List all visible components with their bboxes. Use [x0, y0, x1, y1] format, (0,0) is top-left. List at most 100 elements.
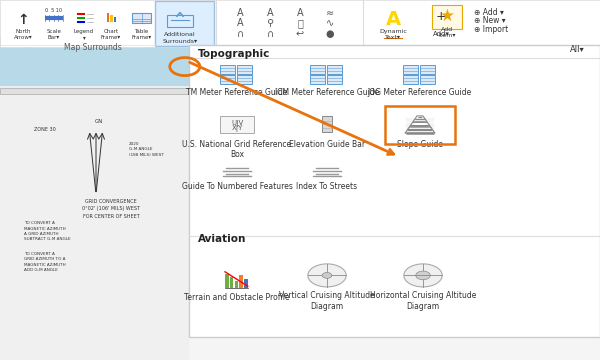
Text: ∿: ∿ [326, 18, 334, 28]
FancyBboxPatch shape [0, 94, 189, 360]
Text: Slope Guide: Slope Guide [397, 140, 443, 149]
Text: A GRID AZIMUTH: A GRID AZIMUTH [24, 232, 59, 236]
Text: ⚲: ⚲ [266, 18, 274, 28]
Text: (188 MILS) WEST: (188 MILS) WEST [129, 153, 164, 157]
Text: Terrain and Obstacle Profile: Terrain and Obstacle Profile [184, 293, 290, 302]
Text: Vertical Cruising Altitude
Diagram: Vertical Cruising Altitude Diagram [279, 291, 375, 311]
Bar [225, 274, 229, 288]
Text: A: A [296, 8, 304, 18]
Bar [114, 17, 116, 22]
Text: ↑: ↑ [17, 13, 29, 27]
Text: North
Arrow▾: North Arrow▾ [13, 29, 32, 40]
Text: Index To Streets: Index To Streets [296, 182, 358, 191]
Text: JOG Meter Reference Guide: JOG Meter Reference Guide [368, 88, 472, 97]
FancyBboxPatch shape [237, 75, 252, 84]
Text: GN: GN [95, 119, 103, 124]
FancyBboxPatch shape [403, 75, 418, 84]
Text: Guide To Numbered Features: Guide To Numbered Features [182, 182, 292, 191]
FancyBboxPatch shape [132, 13, 151, 23]
Text: GRID AZIMUTH TO A: GRID AZIMUTH TO A [24, 257, 65, 261]
Text: A: A [266, 8, 274, 18]
Bar [107, 13, 109, 22]
Text: ●: ● [326, 29, 334, 39]
Text: ∩: ∩ [236, 29, 244, 39]
FancyBboxPatch shape [327, 75, 342, 84]
Text: ⊕ Add ▾: ⊕ Add ▾ [474, 8, 504, 17]
FancyBboxPatch shape [403, 65, 418, 74]
Text: ⊕ New ▾: ⊕ New ▾ [474, 17, 506, 26]
Text: Additional
Surrounds▾: Additional Surrounds▾ [163, 32, 197, 44]
FancyBboxPatch shape [0, 36, 189, 47]
Circle shape [404, 264, 442, 287]
Bar [235, 281, 238, 288]
Text: GRID CONVERGENCE: GRID CONVERGENCE [85, 199, 137, 204]
FancyBboxPatch shape [0, 47, 189, 86]
Text: 6: 6 [148, 35, 152, 41]
FancyBboxPatch shape [220, 65, 235, 74]
Text: ≈: ≈ [326, 8, 334, 18]
Text: A: A [236, 18, 244, 28]
FancyBboxPatch shape [310, 65, 325, 74]
Text: FOR CENTER OF SHEET: FOR CENTER OF SHEET [83, 213, 139, 219]
Text: Horizontal Cruising Altitude
Diagram: Horizontal Cruising Altitude Diagram [370, 291, 476, 311]
FancyBboxPatch shape [220, 116, 254, 133]
Text: Table
Frame▾: Table Frame▾ [131, 29, 152, 40]
Text: A: A [236, 8, 244, 18]
FancyBboxPatch shape [189, 45, 600, 337]
Bar [230, 277, 233, 288]
FancyBboxPatch shape [327, 65, 342, 74]
Circle shape [322, 273, 332, 278]
Text: A: A [385, 10, 401, 29]
Text: TO CONVERT A: TO CONVERT A [24, 221, 55, 225]
Text: Add▾: Add▾ [433, 31, 449, 37]
Text: ICM Meter Reference Guide: ICM Meter Reference Guide [275, 88, 379, 97]
Text: Scale
Bar▾: Scale Bar▾ [47, 29, 61, 40]
Text: Legend
▾: Legend ▾ [74, 29, 94, 40]
Circle shape [416, 271, 430, 280]
Bar [110, 15, 113, 22]
FancyBboxPatch shape [155, 1, 214, 46]
Text: U|V: U|V [231, 120, 243, 127]
Text: MAGNETIC AZIMUTH: MAGNETIC AZIMUTH [24, 226, 65, 231]
Text: MAGNETIC AZIMUTH: MAGNETIC AZIMUTH [24, 262, 65, 267]
FancyBboxPatch shape [420, 65, 435, 74]
Text: Dynamic
Text▾: Dynamic Text▾ [379, 29, 407, 40]
FancyBboxPatch shape [432, 5, 462, 29]
Text: All▾: All▾ [570, 45, 585, 54]
Text: X|Y: X|Y [232, 125, 242, 132]
FancyBboxPatch shape [322, 116, 332, 132]
Text: +: + [436, 10, 446, 23]
Text: U.S. National Grid Reference
Box: U.S. National Grid Reference Box [182, 140, 292, 159]
Text: 0  5 10: 0 5 10 [45, 8, 62, 13]
FancyBboxPatch shape [220, 75, 235, 84]
Circle shape [308, 264, 346, 287]
Text: SUBTRACT G-M ANGLE: SUBTRACT G-M ANGLE [24, 237, 71, 242]
Bar [239, 275, 243, 288]
Text: Chart
Frame▾: Chart Frame▾ [101, 29, 121, 40]
Text: 0°02' (106' MILS) WEST: 0°02' (106' MILS) WEST [82, 206, 140, 211]
Text: 2020: 2020 [129, 142, 139, 146]
Text: G-M ANGLE: G-M ANGLE [129, 147, 152, 152]
Text: Topographic: Topographic [198, 49, 271, 59]
Text: ADD G-M ANGLE: ADD G-M ANGLE [24, 268, 58, 272]
Text: 5: 5 [100, 35, 104, 41]
FancyBboxPatch shape [0, 0, 189, 360]
FancyBboxPatch shape [0, 88, 189, 94]
Text: ∩: ∩ [266, 29, 274, 39]
Text: 🖼: 🖼 [297, 18, 303, 28]
FancyBboxPatch shape [0, 0, 600, 47]
Text: ↩: ↩ [296, 29, 304, 39]
Text: Elevation Guide Bar: Elevation Guide Bar [289, 140, 365, 149]
FancyBboxPatch shape [310, 75, 325, 84]
Bar [244, 279, 248, 288]
Text: Aviation: Aviation [198, 234, 247, 244]
Text: ⊕ Import: ⊕ Import [474, 24, 508, 34]
Text: TO CONVERT A: TO CONVERT A [24, 252, 55, 256]
Text: Add
Item▾: Add Item▾ [438, 27, 456, 38]
Text: ★: ★ [440, 7, 454, 25]
FancyBboxPatch shape [237, 65, 252, 74]
Text: Map Surrounds: Map Surrounds [64, 43, 122, 52]
FancyBboxPatch shape [420, 75, 435, 84]
Text: ZONE 30: ZONE 30 [34, 127, 56, 132]
Text: 5: 5 [28, 35, 32, 41]
